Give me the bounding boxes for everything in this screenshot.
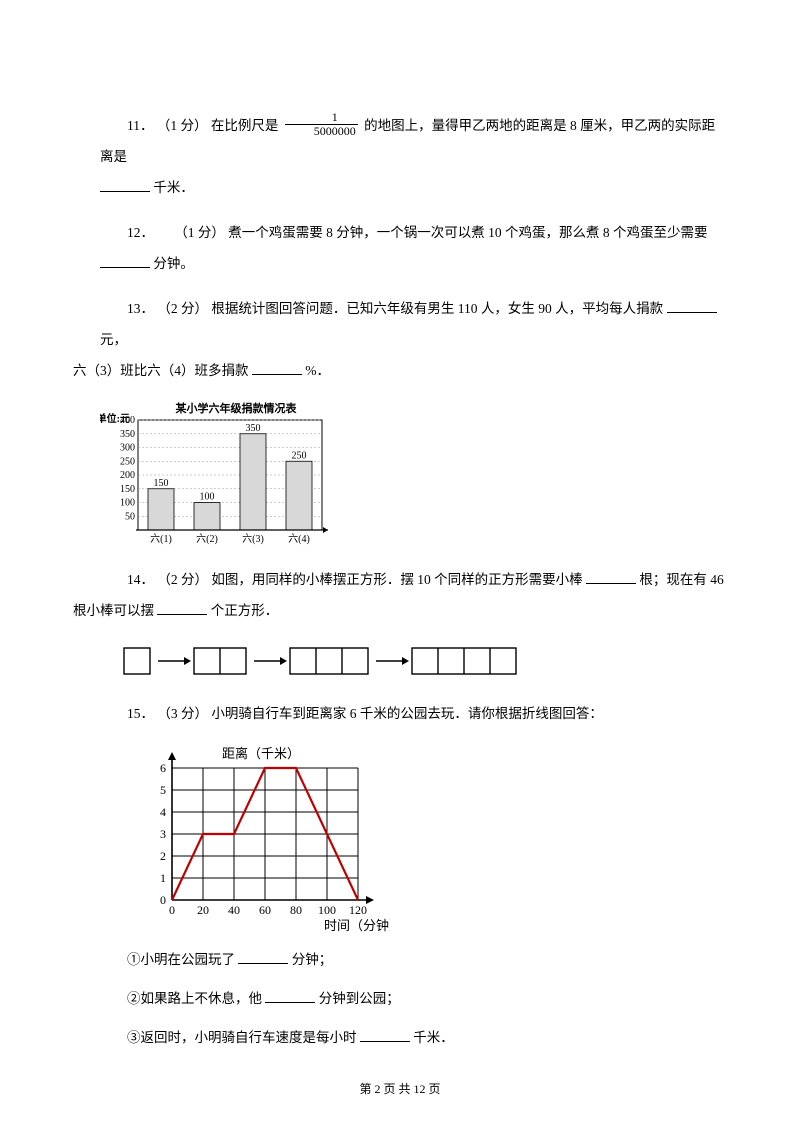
figure-q14-squares xyxy=(120,644,728,680)
question-14: 14． （2 分） 如图，用同样的小棒摆正方形．摆 10 个同样的正方形需要小棒… xyxy=(100,564,728,626)
q11-text-1: 在比例尺是 xyxy=(211,118,279,133)
svg-text:1: 1 xyxy=(160,871,166,885)
q14-text-2: 根小棒可以摆 xyxy=(73,603,154,618)
question-15: 15． （3 分） 小明骑自行车到距离家 6 千米的公园去玩．请你根据折线图回答… xyxy=(100,698,728,729)
q13-number: 13． xyxy=(127,301,154,316)
sub3-a: ③返回时，小明骑自行车速度是每小时 xyxy=(127,1030,357,1045)
q12-text: 煮一个鸡蛋需要 8 分钟，一个锅一次可以煮 10 个鸡蛋，那么煮 8 个鸡蛋至少… xyxy=(228,225,707,240)
q15-sub-3: ③返回时，小明骑自行车速度是每小时 千米． xyxy=(100,1022,728,1053)
svg-text:200: 200 xyxy=(120,470,135,481)
svg-text:150: 150 xyxy=(120,484,135,495)
q14-points: （2 分） xyxy=(157,572,208,587)
question-12: 12． （1 分） 煮一个鸡蛋需要 8 分钟，一个锅一次可以煮 10 个鸡蛋，那… xyxy=(100,217,728,279)
svg-text:某小学六年级捐款情况表: 某小学六年级捐款情况表 xyxy=(175,401,298,415)
svg-text:250: 250 xyxy=(292,451,307,462)
svg-text:100: 100 xyxy=(318,903,336,917)
svg-text:六(1): 六(1) xyxy=(150,533,172,545)
blank-input[interactable] xyxy=(252,362,302,376)
q11-points: （1 分） xyxy=(157,118,208,133)
q14-number: 14． xyxy=(127,572,154,587)
q15-sub-1: ①小明在公园玩了 分钟； xyxy=(100,944,728,975)
fraction-denominator: 5000000 xyxy=(285,125,358,138)
svg-text:400: 400 xyxy=(120,415,135,426)
q15-sub-2: ②如果路上不休息，他 分钟到公园； xyxy=(100,983,728,1014)
svg-text:6: 6 xyxy=(160,761,166,775)
svg-text:250: 250 xyxy=(120,457,135,468)
q15-text: 小明骑自行车到距离家 6 千米的公园去玩．请你根据折线图回答： xyxy=(211,706,603,721)
svg-text:40: 40 xyxy=(228,903,240,917)
fraction-numerator: 1 xyxy=(285,111,358,125)
sub1-a: ①小明在公园玩了 xyxy=(127,952,235,967)
sub2-a: ②如果路上不休息，他 xyxy=(127,991,262,1006)
q13-unit-2: %． xyxy=(305,363,330,378)
chart-q15-line: 距离（千米）时间（分钟）0123456020406080100120 xyxy=(140,744,728,934)
svg-text:350: 350 xyxy=(246,423,261,434)
svg-text:0: 0 xyxy=(169,903,175,917)
svg-text:20: 20 xyxy=(197,903,209,917)
svg-text:六(3): 六(3) xyxy=(242,533,264,545)
q11-number: 11． xyxy=(127,118,154,133)
q12-points: （1 分） xyxy=(174,225,225,240)
q15-points: （3 分） xyxy=(157,706,208,721)
page-footer: 第 2 页 共 12 页 xyxy=(0,1076,800,1104)
svg-text:4: 4 xyxy=(160,805,166,819)
svg-text:50: 50 xyxy=(125,512,135,523)
q13-points: （2 分） xyxy=(157,301,208,316)
sub3-b: 千米． xyxy=(413,1030,454,1045)
page-number: 第 2 页 共 12 页 xyxy=(359,1082,440,1096)
blank-input[interactable] xyxy=(586,571,636,585)
q14-text-1: 如图，用同样的小棒摆正方形．摆 10 个同样的正方形需要小棒 xyxy=(211,572,582,587)
q14-unit-1: 根；现在有 46 xyxy=(639,572,723,587)
q13-text-2: 六（3）班比六（4）班多捐款 xyxy=(73,363,249,378)
question-13: 13． （2 分） 根据统计图回答问题．已知六年级有男生 110 人，女生 90… xyxy=(100,293,728,386)
chart-q13-bar: 某小学六年级捐款情况表单位:元4003503002502001501005015… xyxy=(100,400,320,550)
blank-input[interactable] xyxy=(667,300,717,314)
q12-unit: 分钟。 xyxy=(153,256,194,271)
blank-input[interactable] xyxy=(238,950,288,964)
svg-text:150: 150 xyxy=(154,478,169,489)
q11-fraction: 1 5000000 xyxy=(285,111,358,138)
svg-text:120: 120 xyxy=(349,903,367,917)
svg-text:六(4): 六(4) xyxy=(288,533,310,545)
svg-text:300: 300 xyxy=(120,443,135,454)
q14-unit-2: 个正方形． xyxy=(211,603,279,618)
q13-unit-1: 元， xyxy=(100,332,127,347)
svg-text:六(2): 六(2) xyxy=(196,533,218,545)
q12-number: 12． xyxy=(127,225,154,240)
svg-text:3: 3 xyxy=(160,827,166,841)
q15-number: 15． xyxy=(127,706,154,721)
svg-text:2: 2 xyxy=(160,849,166,863)
blank-input[interactable] xyxy=(100,255,150,269)
question-11: 11． （1 分） 在比例尺是 1 5000000 的地图上，量得甲乙两地的距离… xyxy=(100,110,728,203)
q11-unit: 千米． xyxy=(153,180,194,195)
q13-text-1: 根据统计图回答问题．已知六年级有男生 110 人，女生 90 人，平均每人捐款 xyxy=(211,301,663,316)
svg-text:350: 350 xyxy=(120,429,135,440)
svg-text:时间（分钟）: 时间（分钟） xyxy=(324,918,390,933)
svg-text:距离（千米）: 距离（千米） xyxy=(222,746,300,761)
svg-text:100: 100 xyxy=(200,492,215,503)
svg-text:100: 100 xyxy=(120,498,135,509)
sub1-b: 分钟； xyxy=(292,952,333,967)
svg-text:60: 60 xyxy=(259,903,271,917)
blank-input[interactable] xyxy=(157,602,207,616)
svg-text:80: 80 xyxy=(290,903,302,917)
sub2-b: 分钟到公园； xyxy=(319,991,400,1006)
svg-text:0: 0 xyxy=(160,893,166,907)
svg-text:5: 5 xyxy=(160,783,166,797)
blank-input[interactable] xyxy=(100,179,150,193)
blank-input[interactable] xyxy=(265,989,315,1003)
blank-input[interactable] xyxy=(360,1028,410,1042)
